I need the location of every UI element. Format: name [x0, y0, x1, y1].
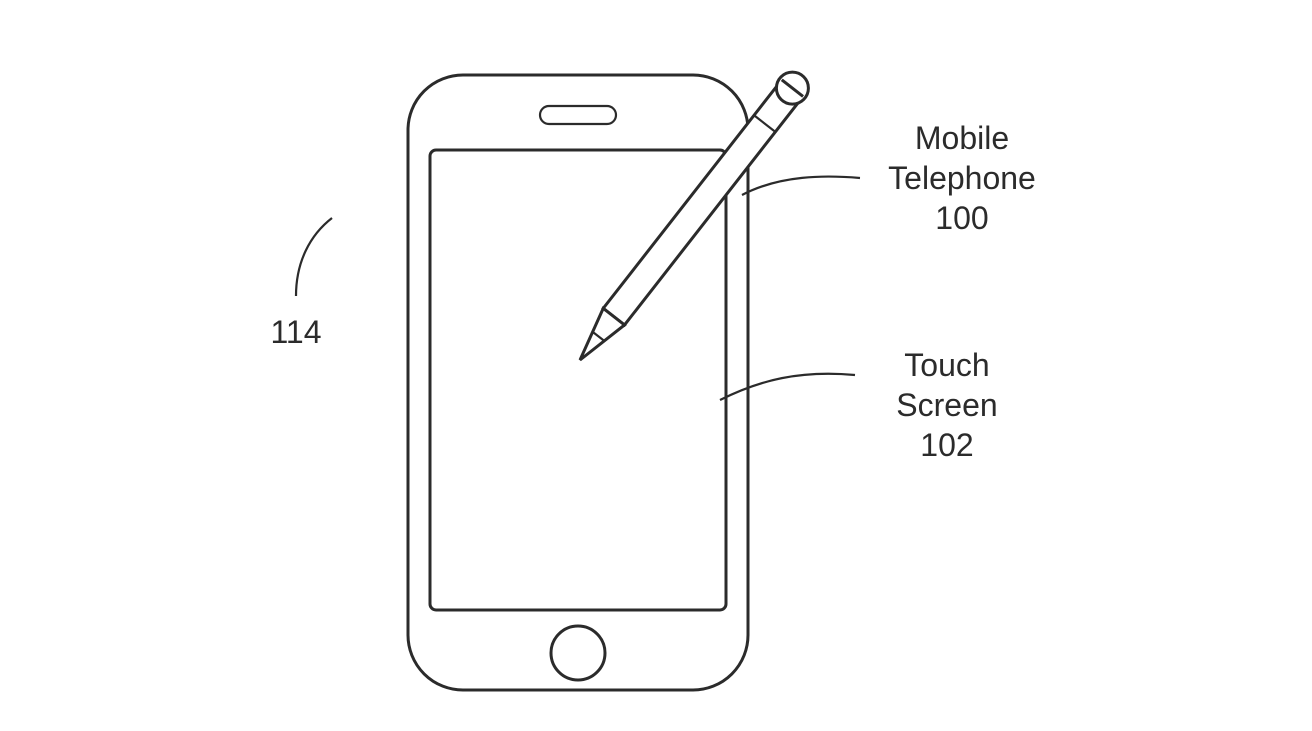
- label-mobile-telephone-100: Mobile Telephone 100: [862, 118, 1062, 238]
- leader-114: [296, 218, 332, 296]
- leader-100: [742, 177, 860, 195]
- phone-body: [408, 75, 748, 690]
- label-114: 114: [260, 312, 332, 352]
- label-touch-screen-102: Touch Screen 102: [862, 345, 1032, 465]
- patent-diagram: [0, 0, 1312, 731]
